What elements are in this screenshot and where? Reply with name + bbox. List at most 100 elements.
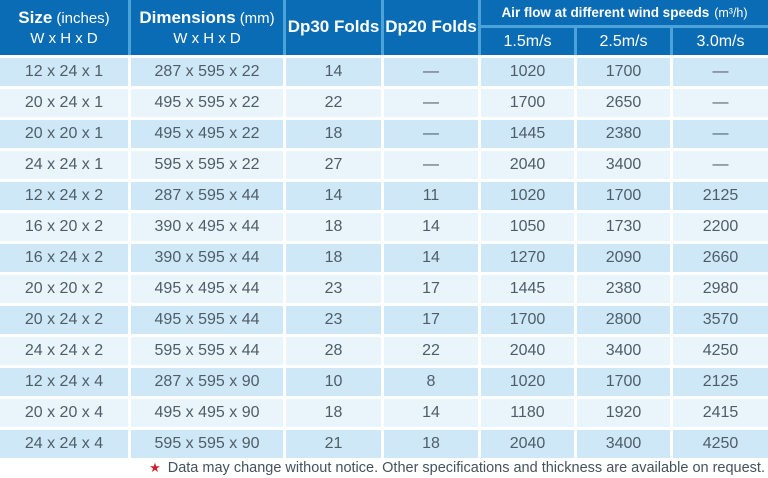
cell-dp30-folds: 18 bbox=[286, 399, 381, 427]
cell-airflow-3-0: 2660 bbox=[673, 244, 768, 272]
cell-airflow-3-0: 2980 bbox=[673, 275, 768, 303]
cell-airflow-1-5: 1020 bbox=[481, 368, 574, 396]
table-row: 20 x 20 x 2 495 x 495 x 44 23 17 1445 23… bbox=[0, 275, 768, 303]
cell-airflow-1-5: 1445 bbox=[481, 275, 574, 303]
cell-airflow-2-5: 2650 bbox=[577, 89, 670, 117]
cell-size-inches: 12 x 24 x 1 bbox=[0, 58, 128, 86]
cell-airflow-2-5: 2800 bbox=[577, 306, 670, 334]
cell-dp30-folds: 28 bbox=[286, 337, 381, 365]
cell-size-inches: 12 x 24 x 4 bbox=[0, 368, 128, 396]
cell-dimensions-mm: 595 x 595 x 44 bbox=[131, 337, 283, 365]
cell-airflow-3-0: 4250 bbox=[673, 337, 768, 365]
cell-dp30-folds: 18 bbox=[286, 120, 381, 148]
cell-airflow-1-5: 1180 bbox=[481, 399, 574, 427]
cell-dp30-folds: 18 bbox=[286, 213, 381, 241]
cell-dp20-folds: 17 bbox=[384, 275, 478, 303]
header-speed-3-0: 3.0m/s bbox=[673, 28, 768, 55]
cell-dimensions-mm: 595 x 595 x 90 bbox=[131, 430, 283, 458]
cell-airflow-3-0: 4250 bbox=[673, 430, 768, 458]
cell-airflow-2-5: 1920 bbox=[577, 399, 670, 427]
cell-dp30-folds: 23 bbox=[286, 275, 381, 303]
cell-size-inches: 20 x 24 x 2 bbox=[0, 306, 128, 334]
cell-airflow-1-5: 1020 bbox=[481, 182, 574, 210]
cell-size-inches: 24 x 24 x 1 bbox=[0, 151, 128, 179]
cell-airflow-2-5: 1700 bbox=[577, 368, 670, 396]
cell-dp30-folds: 14 bbox=[286, 182, 381, 210]
cell-airflow-2-5: 2090 bbox=[577, 244, 670, 272]
table-row: 12 x 24 x 4 287 x 595 x 90 10 8 1020 170… bbox=[0, 368, 768, 396]
table-row: 20 x 20 x 1 495 x 495 x 22 18 — 1445 238… bbox=[0, 120, 768, 148]
cell-airflow-1-5: 2040 bbox=[481, 337, 574, 365]
cell-dimensions-mm: 495 x 495 x 22 bbox=[131, 120, 283, 148]
header-speed-1-5: 1.5m/s bbox=[481, 28, 574, 55]
cell-airflow-3-0: 2125 bbox=[673, 368, 768, 396]
cell-dp20-folds: 17 bbox=[384, 306, 478, 334]
table-row: 20 x 20 x 4 495 x 495 x 90 18 14 1180 19… bbox=[0, 399, 768, 427]
header-airflow-unit: (m³/h) bbox=[714, 5, 748, 20]
header-dp20-folds: Dp20 Folds bbox=[384, 0, 478, 55]
cell-airflow-1-5: 1020 bbox=[481, 58, 574, 86]
header-size-title: Size (inches) bbox=[18, 7, 109, 29]
header-dimensions-column: Dimensions (mm) W x H x D bbox=[131, 0, 283, 55]
cell-airflow-1-5: 1445 bbox=[481, 120, 574, 148]
cell-airflow-1-5: 2040 bbox=[481, 430, 574, 458]
table-row: 16 x 24 x 2 390 x 595 x 44 18 14 1270 20… bbox=[0, 244, 768, 272]
cell-dp20-folds: — bbox=[384, 151, 478, 179]
cell-size-inches: 12 x 24 x 2 bbox=[0, 182, 128, 210]
cell-airflow-1-5: 1700 bbox=[481, 306, 574, 334]
header-size-column: Size (inches) W x H x D bbox=[0, 0, 128, 55]
table-header-row: Size (inches) W x H x D Dimensions (mm) W … bbox=[0, 0, 768, 55]
cell-size-inches: 16 x 20 x 2 bbox=[0, 213, 128, 241]
cell-dp30-folds: 21 bbox=[286, 430, 381, 458]
cell-dp20-folds: 14 bbox=[384, 213, 478, 241]
footnote-text: Data may change without notice. Other sp… bbox=[167, 460, 765, 476]
cell-dimensions-mm: 495 x 495 x 90 bbox=[131, 399, 283, 427]
header-speed-2-5: 2.5m/s bbox=[577, 28, 670, 55]
cell-dp30-folds: 10 bbox=[286, 368, 381, 396]
cell-airflow-3-0: — bbox=[673, 151, 768, 179]
cell-dimensions-mm: 287 x 595 x 90 bbox=[131, 368, 283, 396]
cell-airflow-3-0: — bbox=[673, 89, 768, 117]
cell-dimensions-mm: 287 x 595 x 22 bbox=[131, 58, 283, 86]
cell-dp20-folds: 22 bbox=[384, 337, 478, 365]
table-body: 12 x 24 x 1 287 x 595 x 22 14 — 1020 170… bbox=[0, 58, 768, 458]
header-airflow-title: Air flow at different wind speeds (m³/h) bbox=[481, 0, 768, 25]
cell-airflow-3-0: 2125 bbox=[673, 182, 768, 210]
cell-dimensions-mm: 287 x 595 x 44 bbox=[131, 182, 283, 210]
cell-airflow-3-0: — bbox=[673, 58, 768, 86]
cell-airflow-2-5: 3400 bbox=[577, 337, 670, 365]
header-airflow-group: Air flow at different wind speeds (m³/h) … bbox=[481, 0, 768, 55]
cell-size-inches: 20 x 20 x 1 bbox=[0, 120, 128, 148]
cell-dp30-folds: 27 bbox=[286, 151, 381, 179]
table-row: 24 x 24 x 2 595 x 595 x 44 28 22 2040 34… bbox=[0, 337, 768, 365]
cell-airflow-2-5: 1730 bbox=[577, 213, 670, 241]
header-airflow-speeds: 1.5m/s 2.5m/s 3.0m/s bbox=[481, 28, 768, 55]
cell-airflow-2-5: 3400 bbox=[577, 430, 670, 458]
cell-dp20-folds: — bbox=[384, 89, 478, 117]
header-dimensions-unit: (mm) bbox=[239, 9, 275, 27]
header-dimensions-sub: W x H x D bbox=[173, 29, 241, 47]
cell-dp20-folds: — bbox=[384, 58, 478, 86]
cell-dp30-folds: 23 bbox=[286, 306, 381, 334]
cell-dimensions-mm: 390 x 495 x 44 bbox=[131, 213, 283, 241]
header-dimensions-title: Dimensions (mm) bbox=[139, 7, 274, 29]
cell-dp20-folds: 14 bbox=[384, 244, 478, 272]
cell-dp20-folds: 11 bbox=[384, 182, 478, 210]
table-row: 20 x 24 x 1 495 x 595 x 22 22 — 1700 265… bbox=[0, 89, 768, 117]
cell-airflow-3-0: — bbox=[673, 120, 768, 148]
cell-size-inches: 20 x 20 x 4 bbox=[0, 399, 128, 427]
cell-dimensions-mm: 495 x 595 x 44 bbox=[131, 306, 283, 334]
cell-dp20-folds: 14 bbox=[384, 399, 478, 427]
cell-size-inches: 20 x 20 x 2 bbox=[0, 275, 128, 303]
cell-airflow-2-5: 2380 bbox=[577, 275, 670, 303]
cell-airflow-2-5: 2380 bbox=[577, 120, 670, 148]
cell-airflow-2-5: 1700 bbox=[577, 58, 670, 86]
cell-dp20-folds: 18 bbox=[384, 430, 478, 458]
cell-dp30-folds: 22 bbox=[286, 89, 381, 117]
cell-airflow-3-0: 2200 bbox=[673, 213, 768, 241]
footnote: ★ Data may change without notice. Other … bbox=[0, 458, 768, 478]
header-size-unit: (inches) bbox=[56, 9, 110, 27]
cell-dp20-folds: 8 bbox=[384, 368, 478, 396]
cell-dp30-folds: 18 bbox=[286, 244, 381, 272]
